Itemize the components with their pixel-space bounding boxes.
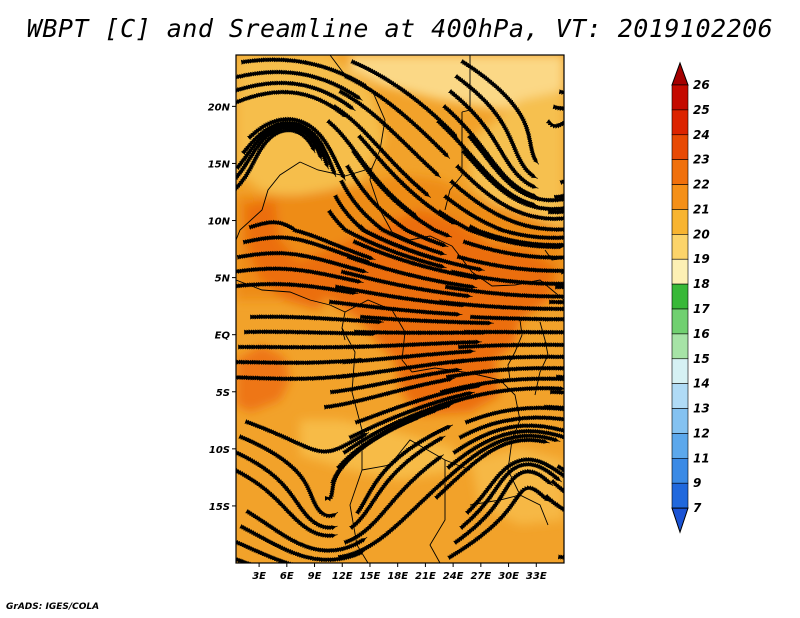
colorbar-label: 26: [693, 78, 710, 92]
colorbar-max-arrow: [671, 61, 689, 86]
colorbar-label: 11: [693, 451, 710, 465]
colorbar-label: 16: [693, 327, 710, 341]
lon-tick-label: 6E: [280, 571, 294, 582]
colorbar-label: 18: [693, 277, 710, 291]
latitude-axis: 20N 15N 10N 5N EQ 5S 10S 15S: [208, 102, 236, 513]
streamline-arrow: [392, 524, 398, 530]
streamline: [558, 89, 564, 96]
lon-tick-label: 24E: [443, 571, 464, 582]
colorbar-swatch: [671, 258, 689, 285]
streamline-arrow: [497, 516, 503, 522]
colorbar-label: 12: [693, 426, 710, 440]
lon-tick-label: 18E: [387, 571, 408, 582]
streamlines: [236, 57, 564, 563]
colorbar-label: 25: [693, 103, 710, 117]
lon-tick-label: 15E: [360, 571, 381, 582]
colorbar-swatch: [671, 283, 689, 310]
lat-tick-label: 10S: [209, 445, 230, 456]
colorbar-label: 13: [693, 402, 710, 416]
streamline: [553, 192, 564, 200]
colorbar-swatch: [671, 358, 689, 384]
lat-tick-label: 15S: [209, 502, 230, 513]
colorbar-swatch: [671, 109, 689, 136]
colorbar-swatch: [671, 458, 689, 484]
colorbar-label: 19: [693, 252, 710, 266]
colorbar-swatch: [671, 333, 689, 360]
colorbar-label: 17: [693, 302, 710, 316]
lat-tick-label: 20N: [208, 102, 231, 113]
colorbar-label: 20: [693, 227, 710, 241]
colorbar-label: 9: [693, 476, 701, 490]
colorbar-swatch: [671, 433, 689, 459]
lon-tick-label: 21E: [415, 571, 436, 582]
streamline-arrow: [305, 239, 312, 244]
streamline-arrow: [556, 123, 562, 129]
colorbar-label: 14: [693, 377, 710, 391]
map-frame: [235, 54, 565, 564]
colorbar-swatch: [671, 383, 689, 409]
lon-tick-label: 27E: [470, 571, 491, 582]
colorbar-label: 15: [693, 352, 710, 366]
lon-tick-label: 33E: [526, 571, 547, 582]
colorbar-label: 22: [693, 178, 710, 192]
lat-tick-label: 10N: [208, 217, 231, 228]
colorbar-swatch: [671, 408, 689, 434]
colorbar-group: 26 25 24 23 22 21 20 19 18 17 16 15 14 13 12 11 9 7: [671, 61, 710, 534]
colorbar-swatch: [671, 134, 689, 160]
colorbar-label: 21: [693, 202, 710, 216]
streamline-arrow: [482, 453, 488, 459]
grads-credit: GrADS: IGES/COLA: [6, 602, 100, 612]
colorbar-swatch: [671, 184, 689, 210]
map-plot-area: [236, 55, 564, 563]
streamline: [236, 554, 275, 563]
streamline: [236, 538, 362, 563]
colorbar-swatch: [671, 209, 689, 235]
lon-tick-label: 12E: [332, 571, 353, 582]
colorbar-swatch: [671, 84, 689, 111]
lon-tick-label: 30E: [498, 571, 519, 582]
lon-tick-label: 9E: [308, 571, 322, 582]
colorbar-label: 23: [693, 153, 710, 167]
colorbar-label: 7: [693, 501, 702, 515]
lat-tick-label: 5S: [216, 388, 230, 399]
colorbar-min-arrow: [671, 507, 689, 534]
colorbar-swatch: [671, 234, 689, 260]
lon-tick-label: 3E: [252, 571, 266, 582]
longitude-axis: 3E 6E 9E 12E 15E 18E 21E 24E 27E 30E 33E: [252, 563, 547, 582]
streamline-arrow: [277, 500, 283, 507]
lat-tick-label: 5N: [215, 274, 231, 285]
colorbar-swatch: [671, 159, 689, 185]
colorbar-swatch: [671, 482, 689, 509]
lat-tick-label: 15N: [208, 159, 231, 170]
colorbar-swatch: [671, 308, 689, 335]
lat-tick-label: EQ: [215, 331, 231, 342]
colorbar-label: 24: [693, 128, 710, 142]
streamline: [557, 554, 564, 561]
figure-title: WBPT [C] and Sreamline at 400hPa, VT: 20…: [26, 14, 774, 43]
streamline-arrow: [260, 143, 266, 149]
